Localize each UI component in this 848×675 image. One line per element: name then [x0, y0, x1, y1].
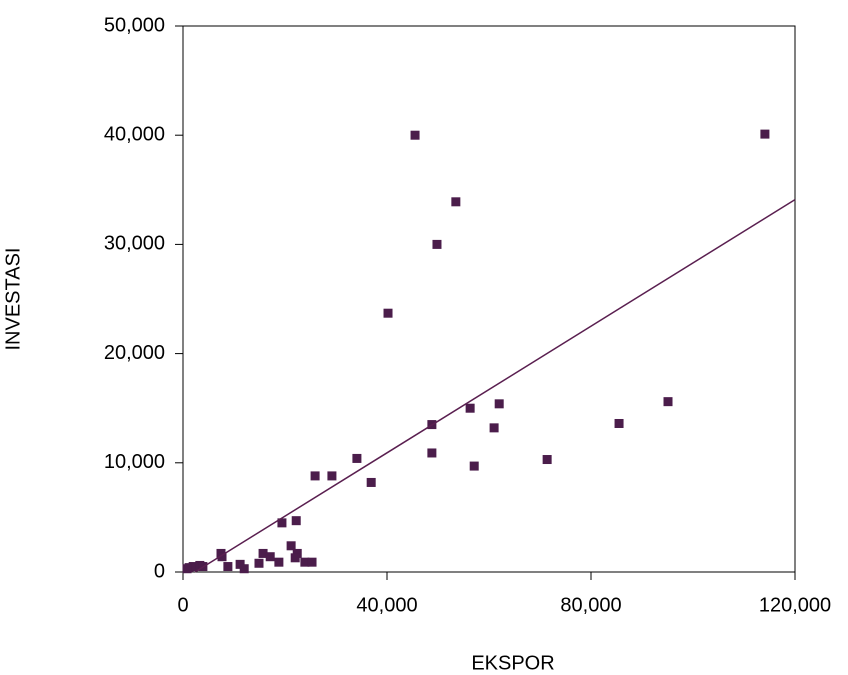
- point: [384, 309, 393, 318]
- x-tick-label: 0: [177, 594, 188, 616]
- y-tick-label: 0: [154, 560, 165, 582]
- point: [427, 448, 436, 457]
- fit-line: [195, 200, 795, 572]
- y-tick-label: 40,000: [104, 123, 165, 145]
- point: [470, 462, 479, 471]
- x-tick-label: 120,000: [759, 594, 831, 616]
- page: EKSPOR INVESTASI 0 10,000 20,000 30,000 40,0…: [0, 0, 848, 675]
- point: [466, 404, 475, 413]
- point: [411, 131, 420, 140]
- y-tick-label: 10,000: [104, 451, 165, 473]
- point: [352, 454, 361, 463]
- point: [311, 471, 320, 480]
- chart: EKSPOR INVESTASI 0 10,000 20,000 30,000 40,0…: [0, 0, 848, 675]
- point: [451, 197, 460, 206]
- point: [367, 478, 376, 487]
- point: [490, 423, 499, 432]
- point: [495, 399, 504, 408]
- point: [308, 558, 317, 567]
- point: [760, 130, 769, 139]
- x-tick-label: 40,000: [356, 594, 417, 616]
- point: [543, 455, 552, 464]
- point: [183, 564, 192, 573]
- y-tick-label: 50,000: [104, 14, 165, 36]
- plot-frame: [183, 26, 795, 572]
- x-axis-label: EKSPOR: [471, 652, 554, 674]
- point: [615, 419, 624, 428]
- point: [664, 397, 673, 406]
- point: [327, 471, 336, 480]
- point: [223, 562, 232, 571]
- point: [266, 552, 275, 561]
- point: [292, 516, 301, 525]
- point: [254, 559, 263, 568]
- y-tick-label: 30,000: [104, 233, 165, 255]
- y-axis-label: INVESTASI: [2, 248, 24, 351]
- point: [274, 558, 283, 567]
- point: [240, 564, 249, 573]
- x-tick-label: 80,000: [560, 594, 621, 616]
- y-tick-label: 20,000: [104, 342, 165, 364]
- point: [432, 240, 441, 249]
- point: [291, 553, 300, 562]
